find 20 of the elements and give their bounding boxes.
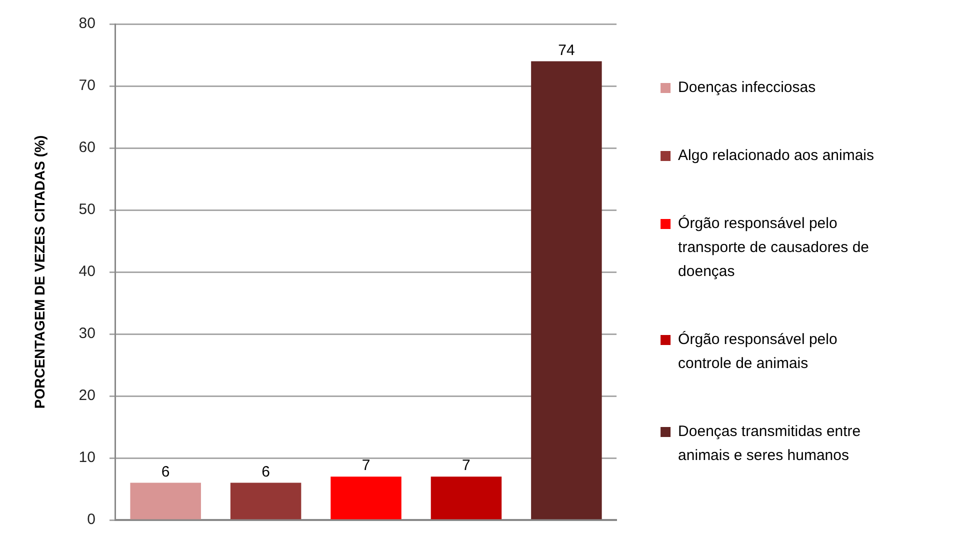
- y-tick-label: 70: [78, 77, 96, 94]
- y-tick-label: 20: [78, 387, 96, 404]
- y-tick-label: 10: [78, 449, 96, 466]
- legend-label: Órgão responsável pelo controle de animais: [678, 330, 838, 372]
- data-label: 7: [462, 457, 470, 474]
- data-label: 6: [161, 463, 170, 480]
- y-tick-label: 50: [78, 201, 96, 218]
- data-label: 7: [362, 457, 370, 474]
- legend-label: Algo relacionado aos animais: [678, 147, 874, 164]
- y-tick-label: 30: [78, 325, 96, 342]
- legend-label: Doenças infecciosas: [678, 79, 816, 96]
- y-tick-label: 40: [78, 263, 96, 280]
- legend-label: Órgão responsável pelo transporte de causadores de doenças: [678, 214, 870, 280]
- y-tick-label: 60: [78, 139, 96, 156]
- y-tick-label: 0: [87, 511, 96, 528]
- legend-label: Doenças transmitidas entre animais e seres humanos: [678, 423, 861, 464]
- data-label: 74: [558, 42, 575, 59]
- y-tick-label: 80: [78, 15, 96, 32]
- y-axis-title: PORCENTAGEM DE VEZES CITADAS (%): [31, 135, 48, 409]
- data-label: 6: [262, 463, 270, 480]
